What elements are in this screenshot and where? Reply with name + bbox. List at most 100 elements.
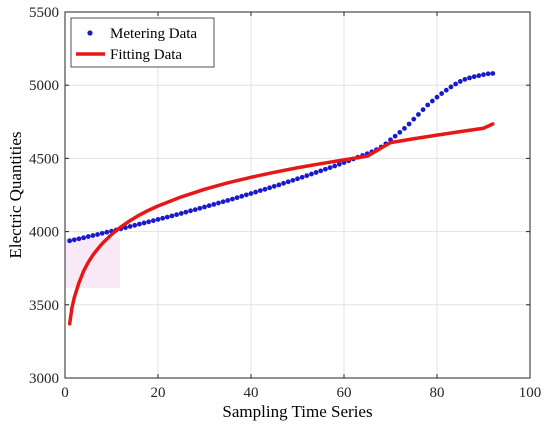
metering-point <box>243 192 249 198</box>
metering-point <box>104 229 110 235</box>
metering-point <box>420 107 426 113</box>
metering-point <box>169 213 175 219</box>
metering-point <box>216 200 221 206</box>
legend-marker-metering <box>87 30 93 36</box>
metering-point <box>336 161 342 167</box>
metering-point <box>234 195 240 201</box>
metering-point <box>276 182 282 188</box>
metering-point <box>257 188 263 194</box>
metering-point <box>132 222 138 228</box>
metering-point <box>76 236 82 242</box>
y-tick-label: 5500 <box>29 5 59 21</box>
metering-point <box>299 174 305 180</box>
plot-area <box>64 11 531 379</box>
metering-point <box>225 198 231 203</box>
metering-point <box>443 87 449 93</box>
metering-point <box>332 163 338 169</box>
y-tick-label: 3500 <box>29 298 59 314</box>
metering-point <box>429 98 435 104</box>
fitting-line <box>67 122 495 326</box>
x-tick-label: 0 <box>61 385 69 401</box>
metering-point <box>160 215 166 221</box>
metering-point <box>425 102 431 108</box>
metering-point <box>327 165 333 171</box>
x-tick-label: 80 <box>430 385 445 401</box>
metering-point <box>439 91 445 96</box>
metering-point <box>462 76 468 82</box>
metering-point <box>467 75 472 81</box>
plot-background <box>65 12 530 378</box>
metering-point <box>434 94 440 100</box>
metering-point <box>155 217 161 222</box>
metering-point <box>239 193 245 199</box>
metering-point <box>197 205 203 211</box>
metering-point <box>490 71 496 76</box>
metering-point <box>285 179 291 185</box>
x-tick-label: 40 <box>244 385 259 401</box>
plot-frame <box>64 11 531 379</box>
metering-point <box>309 171 314 177</box>
metering-point <box>416 112 421 117</box>
metering-point <box>220 199 226 205</box>
legend-label-fitting: Fitting Data <box>110 47 182 63</box>
series-layer <box>67 71 496 326</box>
metering-point <box>141 220 147 226</box>
legend: Metering Data Fitting Data <box>70 17 215 68</box>
metering-point <box>253 189 259 195</box>
y-tick-label: 4500 <box>29 151 59 167</box>
metering-point <box>248 191 254 196</box>
metering-point <box>71 237 77 243</box>
metering-point <box>471 74 477 80</box>
x-tick-label: 60 <box>337 385 352 401</box>
metering-point <box>206 203 212 209</box>
x-tick-label: 20 <box>151 385 166 401</box>
metering-point <box>397 129 403 135</box>
metering-point <box>318 168 324 174</box>
metering-point <box>281 180 286 186</box>
metering-point <box>81 235 86 241</box>
metering-point <box>453 81 458 87</box>
y-axis-label: Electric Quantities <box>6 132 25 259</box>
y-tick-label: 3000 <box>29 371 59 387</box>
metering-point <box>262 186 268 192</box>
x-tick-label: 100 <box>519 385 542 401</box>
metering-point <box>202 204 207 210</box>
metering-point <box>85 234 91 239</box>
metering-point <box>457 78 463 84</box>
metering-point <box>230 196 235 202</box>
metering-point <box>150 218 156 224</box>
metering-point <box>67 238 73 244</box>
metering-point <box>178 211 184 216</box>
metering-point <box>304 173 310 179</box>
metering-point <box>448 84 454 90</box>
metering-point <box>406 121 412 127</box>
metering-point <box>99 230 105 236</box>
metering-point <box>290 177 296 183</box>
metering-point <box>90 233 96 238</box>
metering-point <box>174 212 180 218</box>
y-tick-label: 5000 <box>29 78 59 94</box>
metering-point <box>313 170 319 175</box>
highlight-region <box>65 238 120 288</box>
metering-point <box>192 207 198 213</box>
metering-point <box>127 224 133 229</box>
metering-point <box>271 183 277 189</box>
metering-point <box>183 209 189 215</box>
metering-point <box>392 133 398 139</box>
metering-point <box>137 221 142 227</box>
metering-point <box>211 201 217 207</box>
x-axis-label: Sampling Time Series <box>222 402 372 421</box>
metering-point <box>95 232 100 237</box>
metering-point <box>188 208 193 214</box>
ticks: 0 20 40 60 80 100 3000 3500 4000 4500 5000 5500 <box>29 5 541 401</box>
metering-point <box>164 214 170 220</box>
metering-point <box>411 116 417 122</box>
legend-box <box>70 17 215 68</box>
metering-point <box>485 71 491 77</box>
legend-label-metering: Metering Data <box>110 26 197 42</box>
metering-point <box>267 185 272 191</box>
metering-point <box>476 73 482 79</box>
highlight-band <box>65 238 120 288</box>
metering-point <box>146 219 152 225</box>
